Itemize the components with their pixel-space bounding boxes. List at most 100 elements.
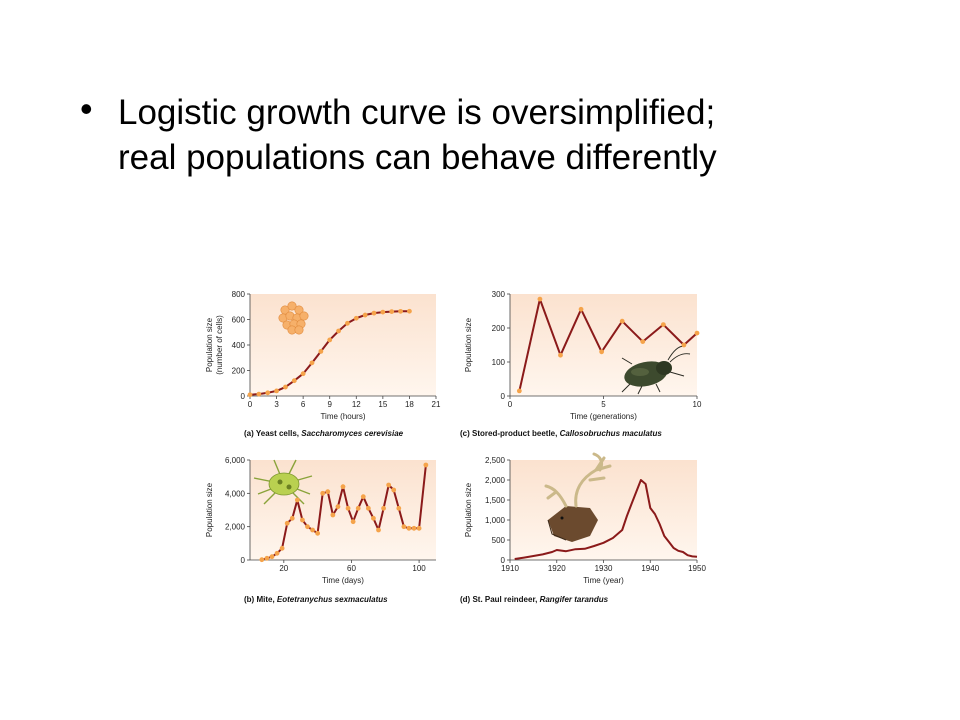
y-axis-label-units: (number of cells) [215, 315, 224, 375]
y-axis-label: Population size [464, 317, 473, 372]
x-tick-label: 10 [693, 400, 702, 409]
chart-panel-1: 0 200 400 600 800 0 3 6 9 12 15 18 21 Time (hours) Pop… [205, 290, 441, 438]
chart-panel-4: 0 500 1,000 1,500 2,000 2,500 1910 1920 1930 1940… [460, 452, 706, 604]
data-point [406, 525, 412, 531]
y-tick-label: 500 [492, 536, 506, 545]
data-point [336, 328, 341, 334]
y-tick-label: 100 [492, 358, 506, 367]
data-point [389, 309, 395, 314]
data-point [396, 505, 402, 511]
data-point [423, 462, 429, 468]
x-tick-label: 1920 [548, 564, 566, 573]
data-point [380, 309, 386, 315]
x-tick-label: 20 [279, 564, 288, 573]
y-tick-label: 800 [232, 290, 246, 299]
data-point [681, 342, 687, 348]
y-tick-label: 1,000 [485, 516, 506, 525]
data-point [345, 505, 351, 511]
data-point [599, 349, 605, 355]
x-tick-label: 15 [378, 400, 387, 409]
y-tick-label: 200 [232, 367, 246, 376]
data-point [289, 515, 295, 521]
x-tick-label: 9 [327, 400, 332, 409]
data-point [265, 390, 271, 396]
data-point [274, 550, 280, 556]
data-point [315, 530, 321, 536]
data-point [264, 555, 270, 561]
data-point [360, 494, 366, 500]
data-point [259, 557, 265, 563]
data-point [310, 527, 315, 533]
data-point [694, 330, 700, 336]
x-tick-label: 21 [432, 400, 441, 409]
y-tick-label: 0 [241, 392, 246, 401]
data-point [345, 320, 350, 326]
slide-title: Logistic growth curve is oversimplified;… [118, 90, 898, 180]
data-point [558, 352, 563, 358]
chart-caption: (b) Mite, Eotetranychus sexmaculatus [244, 595, 388, 604]
bullet-marker: • [80, 88, 93, 129]
data-point [411, 525, 417, 531]
data-point [416, 525, 422, 531]
data-point [407, 308, 412, 314]
data-point [284, 520, 290, 526]
series-line [518, 298, 698, 392]
y-axis-label: Population size [205, 482, 214, 537]
x-tick-label: 60 [347, 564, 356, 573]
x-tick-label: 12 [352, 400, 361, 409]
mite-icon [253, 459, 313, 505]
y-tick-label: 0 [241, 556, 246, 565]
y-tick-label: 600 [232, 316, 246, 325]
data-point [353, 315, 359, 321]
data-point [537, 296, 543, 302]
y-tick-label: 4,000 [225, 489, 246, 498]
chart-caption: (d) St. Paul reindeer, Rangifer tarandus [460, 595, 609, 604]
x-tick-label: 0 [248, 400, 253, 409]
data-point [309, 360, 315, 366]
data-point [335, 504, 341, 510]
data-point [256, 391, 262, 397]
data-point [371, 310, 377, 316]
y-tick-label: 0 [501, 556, 506, 565]
data-point [578, 306, 584, 312]
chart-panel-2: 0 100 200 300 0 5 10 Time (generations) Populati… [460, 290, 702, 438]
y-tick-label: 300 [492, 290, 506, 299]
data-point [327, 337, 333, 343]
x-tick-label: 1930 [595, 564, 613, 573]
data-point [401, 524, 407, 530]
x-tick-label: 1910 [501, 564, 519, 573]
data-point [350, 519, 356, 525]
data-point [398, 308, 403, 314]
chart-panel-3: 0 2,000 4,000 6,000 20 60 100 Time (days) Popula… [205, 456, 436, 604]
x-tick-label: 1940 [641, 564, 659, 573]
data-point [325, 489, 331, 495]
data-point [300, 371, 306, 377]
data-point [365, 505, 371, 511]
data-point [371, 515, 376, 521]
data-point [386, 482, 392, 488]
yeast-cells-icon [278, 301, 309, 335]
y-tick-label: 400 [232, 341, 246, 350]
x-tick-label: 0 [508, 400, 513, 409]
data-point [619, 318, 625, 324]
reindeer-icon [544, 452, 612, 542]
data-point [362, 312, 368, 318]
chart-caption: (c) Stored-product beetle, Callosobruchu… [460, 429, 662, 438]
data-point [330, 512, 336, 518]
data-point [516, 388, 522, 394]
x-tick-label: 5 [601, 400, 606, 409]
y-tick-label: 1,500 [485, 496, 506, 505]
data-point [340, 484, 346, 490]
data-point [318, 348, 324, 354]
data-point [279, 545, 285, 551]
data-point [391, 487, 397, 493]
x-axis-label: Time (hours) [320, 412, 365, 421]
data-point [274, 388, 279, 394]
chart-caption: (a) Yeast cells, Saccharomyces cerevisia… [244, 429, 404, 438]
plot-background [510, 294, 697, 396]
data-point [300, 517, 305, 523]
plot-background [510, 460, 697, 560]
slide-title-line-1: Logistic growth curve is oversimplified; [118, 93, 716, 132]
data-point [247, 392, 253, 398]
data-point [283, 384, 288, 390]
